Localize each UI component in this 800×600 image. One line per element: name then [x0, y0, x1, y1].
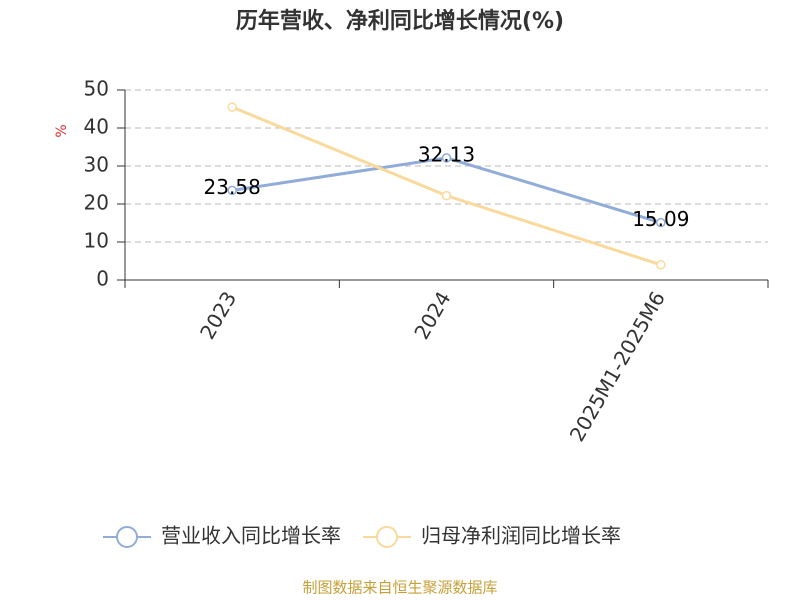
legend-marker	[116, 526, 138, 548]
point	[656, 260, 666, 270]
point	[227, 185, 237, 196]
series-line	[231, 156, 662, 225]
point	[227, 102, 237, 112]
y-tick-label: 20	[84, 191, 109, 215]
legend-marker	[376, 526, 398, 548]
chart-title: 历年营收、净利同比增长情况(%)	[236, 8, 564, 34]
source-note: 制图数据来自恒生聚源数据库	[302, 579, 497, 597]
x-tick-label: 2025M1-2025M6	[565, 287, 670, 445]
point	[441, 190, 452, 201]
legend-label: 营业收入同比增长率	[161, 524, 341, 548]
point	[441, 153, 452, 163]
y-tick-label: 0	[96, 267, 109, 291]
y-tick-label: 40	[84, 115, 109, 139]
data-label: 23.58	[204, 175, 261, 199]
x-tick-label: 2023	[195, 287, 241, 343]
y-tick-label: 30	[84, 153, 109, 177]
y-tick-label: 50	[84, 77, 109, 101]
legend-label: 归母净利润同比增长率	[421, 524, 621, 548]
y-tick-label: 10	[84, 229, 109, 253]
series-line	[231, 105, 662, 267]
y-axis-label: %	[54, 124, 70, 137]
point	[656, 217, 666, 228]
data-label: 15.09	[632, 207, 689, 231]
data-label: 32.13	[418, 142, 475, 166]
x-tick-label: 2024	[409, 287, 455, 343]
